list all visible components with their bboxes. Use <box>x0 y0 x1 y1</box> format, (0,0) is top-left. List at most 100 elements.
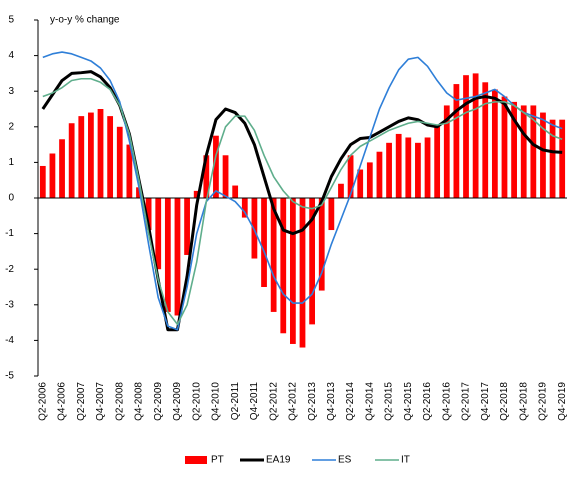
bar <box>136 187 142 198</box>
line <box>42 51 563 331</box>
bar <box>261 198 267 287</box>
bar <box>357 169 364 198</box>
x-tick-label: Q2-2008 <box>114 382 125 421</box>
legend-label: IT <box>401 455 410 466</box>
legend-swatch <box>185 456 207 464</box>
bar <box>520 105 527 198</box>
bar <box>193 190 200 198</box>
y-tick-label: 0 <box>8 193 14 204</box>
bar <box>251 198 258 259</box>
x-tick-label: Q4-2007 <box>95 382 106 421</box>
bar <box>39 165 46 198</box>
bar <box>78 116 85 198</box>
x-tick-label: Q4-2016 <box>441 382 452 421</box>
bar <box>347 155 354 198</box>
bar <box>97 109 104 198</box>
y-tick-label: 4 <box>8 50 14 61</box>
bar <box>107 116 114 198</box>
x-tick-label: Q4-2012 <box>288 382 299 421</box>
bar <box>501 96 508 198</box>
bar <box>88 112 94 198</box>
bar <box>463 75 469 198</box>
bar <box>184 198 190 255</box>
bar <box>338 183 344 198</box>
bar <box>155 198 162 270</box>
bar <box>318 198 325 291</box>
x-tick-label: Q4-2019 <box>557 382 567 421</box>
x-tick-label: Q4-2008 <box>134 382 145 421</box>
bar <box>126 144 133 198</box>
y-tick-label: 2 <box>8 121 14 132</box>
x-tick-label: Q4-2010 <box>211 382 222 421</box>
bar <box>203 155 210 198</box>
x-tick-label: Q4-2011 <box>249 382 260 421</box>
bar <box>270 198 277 312</box>
bar <box>376 151 383 198</box>
legend-label: ES <box>338 455 352 466</box>
bar <box>145 198 152 231</box>
bar <box>559 119 566 198</box>
bar <box>405 137 412 198</box>
x-tick-label: Q4-2015 <box>403 382 414 421</box>
x-tick-label: Q4-2006 <box>57 382 68 421</box>
x-tick-label: Q2-2012 <box>268 382 279 421</box>
x-tick-label: Q2-2007 <box>76 382 87 421</box>
bar <box>280 198 287 334</box>
bar <box>232 185 239 198</box>
x-tick-label: Q2-2017 <box>461 382 472 421</box>
y-tick-label: 3 <box>8 86 14 97</box>
x-tick-label: Q4-2018 <box>518 382 529 421</box>
bar <box>395 133 402 198</box>
bar <box>472 73 479 198</box>
bar <box>443 105 450 198</box>
bar <box>289 198 296 344</box>
x-tick-label: Q2-2011 <box>230 382 241 421</box>
x-tick-label: Q2-2009 <box>153 382 164 421</box>
legend-label: EA19 <box>266 455 291 466</box>
x-tick-label: Q4-2017 <box>480 382 491 421</box>
bar <box>116 126 123 198</box>
bar <box>386 142 392 198</box>
bar <box>549 119 556 198</box>
y-tick-label: 5 <box>8 15 14 26</box>
bar <box>59 139 65 198</box>
y-tick-label: 1 <box>8 157 14 168</box>
x-tick-label: Q2-2019 <box>538 382 549 421</box>
bar <box>482 82 489 198</box>
bar <box>540 112 546 198</box>
bar <box>309 198 316 325</box>
bar <box>328 198 335 231</box>
x-tick-label: Q4-2014 <box>364 382 375 421</box>
x-tick-label: Q2-2006 <box>37 382 48 421</box>
y-tick-label: -2 <box>5 264 14 275</box>
bar <box>299 198 306 348</box>
bar <box>511 101 517 198</box>
bar <box>213 135 219 198</box>
x-tick-label: Q2-2018 <box>499 382 510 421</box>
y-tick-label: -4 <box>5 335 14 346</box>
y-tick-label: -3 <box>5 299 14 310</box>
bar <box>366 162 373 198</box>
bar <box>491 89 498 198</box>
bar <box>49 153 56 198</box>
x-tick-label: Q2-2016 <box>422 382 433 421</box>
bar <box>241 198 248 218</box>
x-tick-label: Q4-2009 <box>172 382 183 421</box>
x-tick-label: Q2-2015 <box>384 382 395 421</box>
bar <box>434 126 441 198</box>
x-tick-label: Q2-2013 <box>307 382 318 421</box>
y-axis-label: y-o-y % change <box>50 15 120 26</box>
bar <box>164 198 171 312</box>
bar <box>222 155 229 198</box>
x-tick-label: Q2-2010 <box>191 382 202 421</box>
legend-label: PT <box>211 455 224 466</box>
bar <box>453 84 460 198</box>
bar <box>530 105 537 198</box>
bar <box>415 142 421 198</box>
x-tick-label: Q2-2014 <box>345 382 356 421</box>
line <box>42 77 563 326</box>
bar <box>424 137 431 198</box>
x-tick-label: Q4-2013 <box>326 382 337 421</box>
